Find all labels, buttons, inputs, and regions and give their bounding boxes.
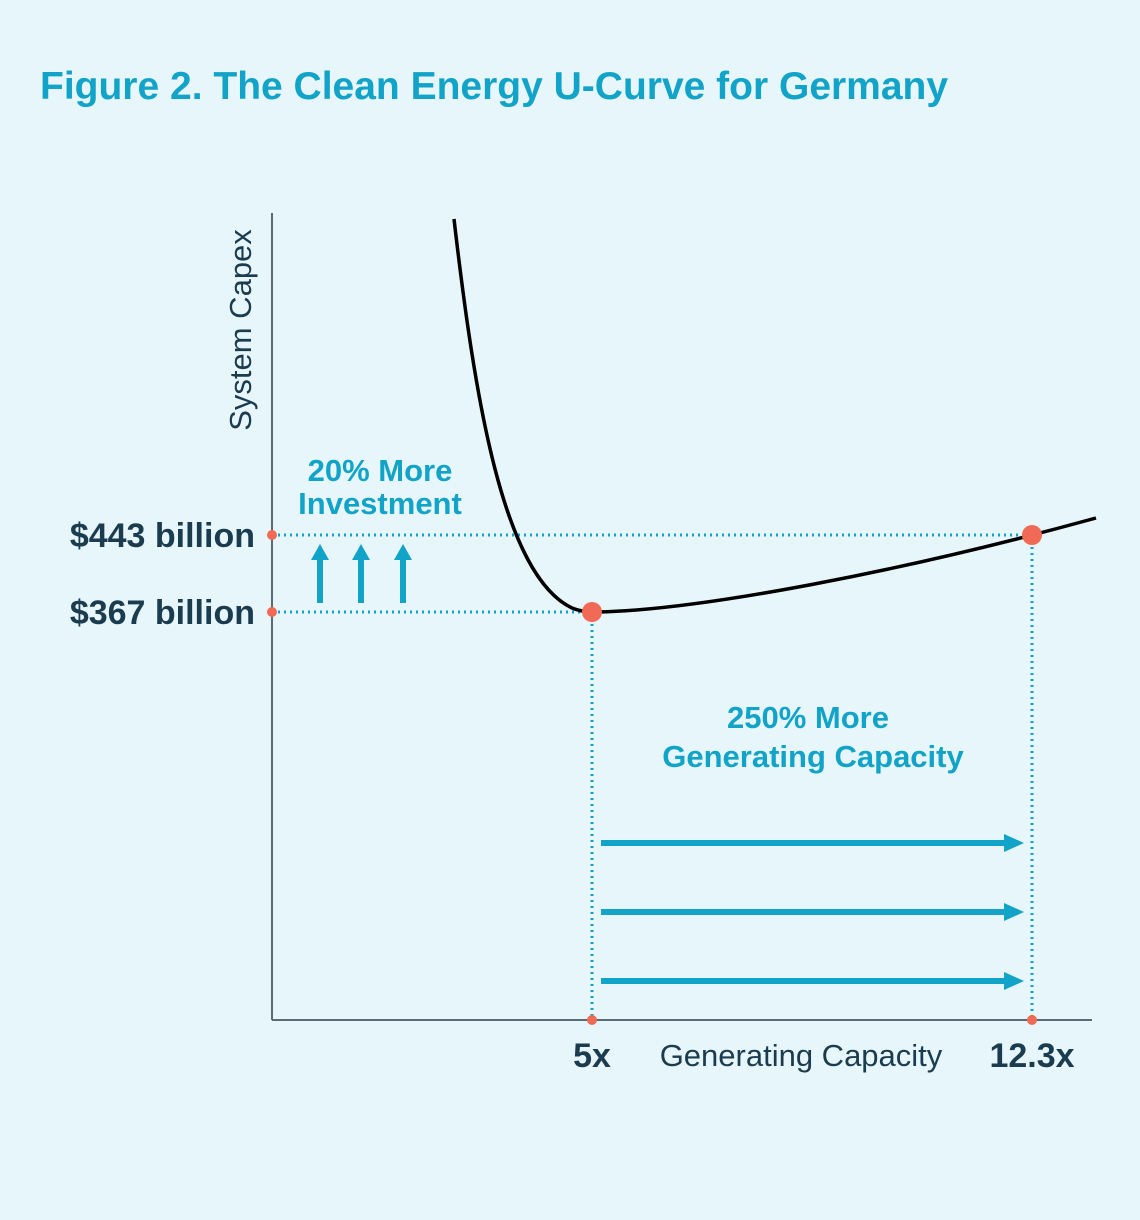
- capacity-annotation-line-1: 250% More: [727, 700, 889, 735]
- y-tick-dot-443: [267, 530, 277, 540]
- capacity-annotation-line-2: Generating Capacity: [662, 739, 964, 774]
- y-tick-dot-367: [267, 607, 277, 617]
- y-tick-label-367: $367 billion: [70, 594, 255, 632]
- right-arrow-2: [601, 903, 1024, 921]
- up-arrow-1: [311, 544, 329, 603]
- chart-title: Figure 2. The Clean Energy U-Curve for G…: [40, 65, 948, 108]
- x-tick-label-5x: 5x: [573, 1037, 611, 1075]
- x-tick-dot-12-3x: [1027, 1015, 1037, 1025]
- right-arrow-1: [601, 834, 1024, 852]
- up-arrow-2: [352, 544, 370, 603]
- point-12-3x: [1022, 525, 1042, 545]
- x-tick-label-12-3x: 12.3x: [989, 1037, 1074, 1075]
- y-tick-label-443: $443 billion: [70, 517, 255, 555]
- capex-curve-line: [452, 218, 1097, 614]
- y-axis-label: System Capex: [223, 229, 258, 431]
- investment-annotation-line-2: Investment: [298, 486, 462, 521]
- investment-annotation-line-1: 20% More: [308, 453, 453, 488]
- right-arrow-3: [601, 972, 1024, 990]
- x-tick-dot-5x: [587, 1015, 597, 1025]
- up-arrow-3: [394, 544, 412, 603]
- x-axis-label: Generating Capacity: [660, 1038, 943, 1073]
- optimum-point-5x: [582, 602, 602, 622]
